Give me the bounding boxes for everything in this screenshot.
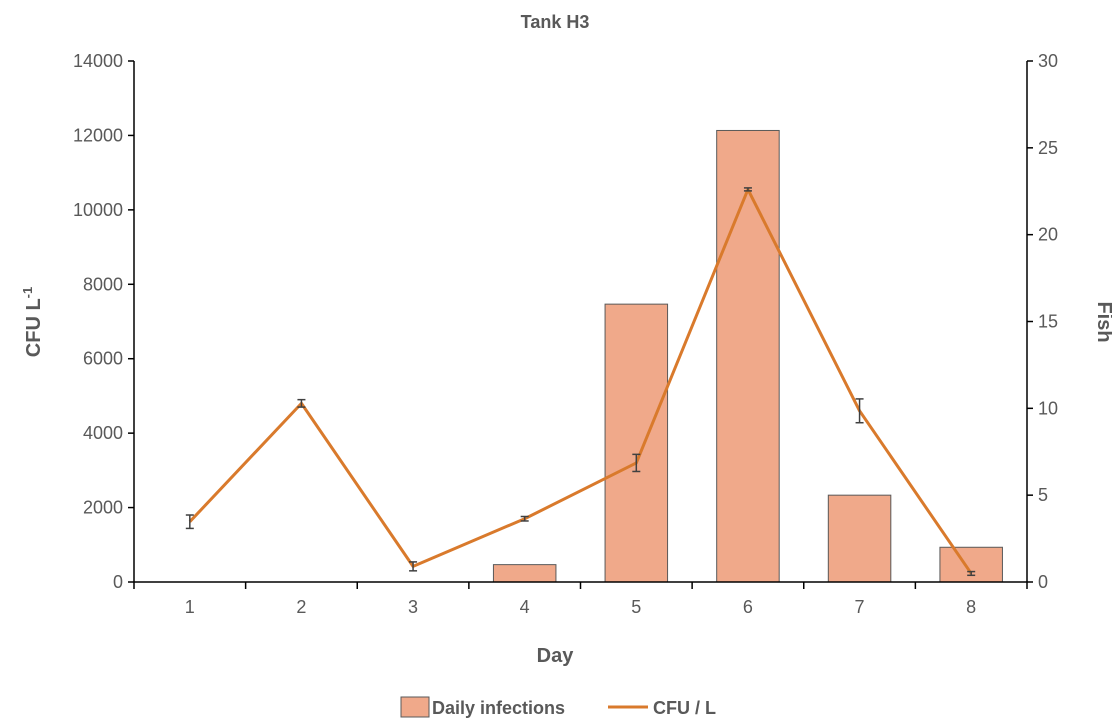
y2-tick-label: 5: [1038, 485, 1048, 505]
y-tick-label: 10000: [73, 200, 123, 220]
error-bar-day-5: [632, 453, 641, 473]
error-bar-day-8: [967, 570, 976, 577]
y-axis-title: CFU L-1: [20, 287, 45, 357]
axes: [133, 61, 1028, 583]
y-axis-title-superscript: -1: [20, 287, 35, 299]
error-bar-day-3: [409, 561, 418, 572]
y2-axis-title: Fish: [1093, 301, 1112, 342]
cfu-line: [188, 187, 973, 575]
bar-day-7: [827, 494, 892, 583]
x-tick-label: 1: [185, 597, 195, 617]
error-bar-day-1: [185, 514, 194, 530]
y-tick-label: 0: [113, 572, 123, 592]
x-tick-label: 7: [855, 597, 865, 617]
bar-series: [492, 129, 1003, 583]
line-series: [185, 187, 976, 577]
y-tick-label: 12000: [73, 125, 123, 145]
y2-tick-label: 10: [1038, 398, 1058, 418]
x-axis-ticks: 1 2 3 4 5 6 7 8: [133, 582, 1028, 617]
error-bar-day-7: [855, 398, 864, 424]
legend-label-cfu: CFU / L: [653, 698, 716, 718]
error-bar-day-6: [743, 187, 752, 192]
x-tick-label: 8: [966, 597, 976, 617]
bar-day-8: [939, 546, 1003, 583]
x-tick-label: 4: [520, 597, 530, 617]
y2-tick-label: 0: [1038, 572, 1048, 592]
bar-day-5: [604, 303, 669, 583]
x-tick-label: 3: [408, 597, 418, 617]
left-axis-ticks: 0 2000 4000 6000 8000 10000 12000 14000: [73, 51, 134, 592]
legend-swatch-daily-infections: [400, 696, 430, 718]
y2-tick-label: 30: [1038, 51, 1058, 71]
y-tick-label: 14000: [73, 51, 123, 71]
x-tick-label: 6: [743, 597, 753, 617]
y2-tick-label: 15: [1038, 312, 1058, 332]
chart-title: Tank H3: [521, 12, 590, 32]
bar-day-6: [716, 129, 780, 583]
y-tick-label: 2000: [83, 498, 123, 518]
x-tick-label: 2: [296, 597, 306, 617]
bar-day-4: [492, 564, 557, 583]
legend-label-daily-infections: Daily infections: [432, 698, 565, 718]
y-tick-label: 6000: [83, 349, 123, 369]
y-tick-label: 8000: [83, 274, 123, 294]
y2-tick-label: 20: [1038, 225, 1058, 245]
y2-tick-label: 25: [1038, 138, 1058, 158]
error-bar-day-4: [520, 515, 529, 522]
error-bar-day-2: [297, 398, 306, 408]
y-axis-title-main: CFU L: [23, 298, 45, 357]
right-axis-ticks: 0 5 10 15 20 25 30: [1027, 51, 1058, 592]
y-tick-label: 4000: [83, 423, 123, 443]
x-axis-title: Day: [537, 645, 575, 667]
legend: Daily infections CFU / L: [400, 696, 716, 718]
x-tick-label: 5: [631, 597, 641, 617]
